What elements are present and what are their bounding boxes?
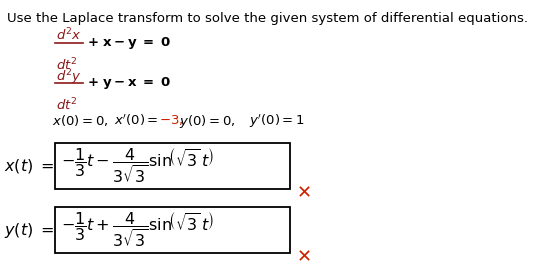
Text: $x(0) = 0,$: $x(0) = 0,$: [52, 113, 108, 128]
Text: $\mathbf{+\ y - x\ =\ 0}$: $\mathbf{+\ y - x\ =\ 0}$: [87, 75, 171, 91]
Text: $-3,$: $-3,$: [159, 113, 183, 127]
Text: $y(0) = 0,$: $y(0) = 0,$: [179, 113, 236, 130]
Text: $-\dfrac{1}{3}t + \dfrac{4}{3\sqrt{3}}\mathrm{sin}\!\left(\sqrt{3}\,t\right)$: $-\dfrac{1}{3}t + \dfrac{4}{3\sqrt{3}}\m…: [61, 211, 214, 250]
Text: $\mathit{d}^2\mathit{x}$: $\mathit{d}^2\mathit{x}$: [56, 27, 82, 44]
Text: $x'(0) =$: $x'(0) =$: [114, 113, 159, 129]
Text: $\mathit{d}\mathit{t}^2$: $\mathit{d}\mathit{t}^2$: [56, 97, 77, 114]
Text: $y(t)\ =$: $y(t)\ =$: [4, 221, 55, 240]
Text: ✕: ✕: [297, 184, 312, 202]
Bar: [55, 143, 290, 189]
Text: $\mathit{d}^2\mathit{y}$: $\mathit{d}^2\mathit{y}$: [56, 67, 82, 87]
Text: $\mathit{d}\mathit{t}^2$: $\mathit{d}\mathit{t}^2$: [56, 57, 77, 74]
Text: $-\dfrac{1}{3}t - \dfrac{4}{3\sqrt{3}}\mathrm{sin}\!\left(\sqrt{3}\,t\right)$: $-\dfrac{1}{3}t - \dfrac{4}{3\sqrt{3}}\m…: [61, 147, 214, 185]
Text: ✕: ✕: [297, 248, 312, 266]
Text: $x(t)\ =$: $x(t)\ =$: [4, 157, 55, 175]
Text: $\mathbf{+\ x - y\ =\ 0}$: $\mathbf{+\ x - y\ =\ 0}$: [87, 35, 171, 51]
Bar: [55, 207, 290, 253]
Text: $y'(0) = 1$: $y'(0) = 1$: [249, 113, 305, 131]
Text: Use the Laplace transform to solve the given system of differential equations.: Use the Laplace transform to solve the g…: [7, 12, 528, 25]
